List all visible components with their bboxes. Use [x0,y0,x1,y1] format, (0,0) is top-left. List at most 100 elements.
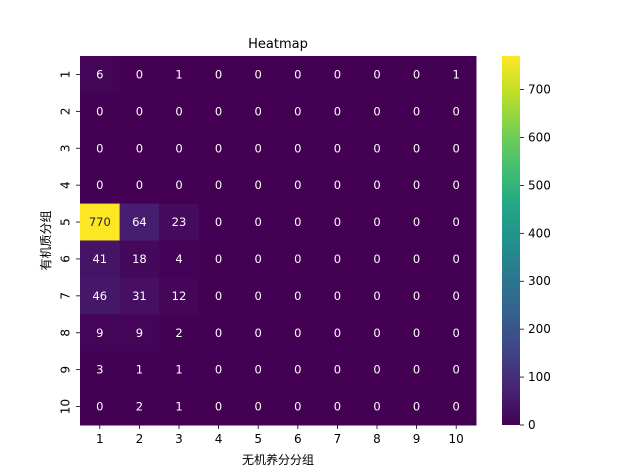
cell-value: 0 [294,289,301,303]
cell-value: 0 [334,141,341,155]
cell-value: 0 [334,400,341,414]
cell-value: 0 [413,178,420,192]
x-axis-label: 无机养分分组 [242,452,314,467]
heatmap-cell [80,388,121,426]
heatmap-cell [357,314,398,352]
heatmap-cell [238,129,279,168]
cell-value: 18 [132,252,147,266]
heatmap-cell [357,203,398,241]
colorbar-ticks: 0 100 200 300 400 500 600 700 [520,83,551,432]
heatmap-cell [278,277,319,315]
heatmap-cells [80,56,477,426]
heatmap-cell [119,92,160,131]
heatmap-cell [119,203,160,241]
cell-value: 0 [136,104,143,118]
cell-value: 12 [172,289,187,303]
heatmap-cell [436,129,477,168]
heatmap-cell [278,314,319,352]
heatmap-cell [357,277,398,315]
heatmap-cell [317,240,358,278]
colorbar-tick-label: 0 [528,418,536,432]
cell-value: 0 [373,178,380,192]
heatmap-cell [436,277,477,315]
cell-value: 0 [255,67,262,81]
cell-value: 0 [334,326,341,340]
heatmap-cell [80,203,121,241]
cell-value: 9 [96,326,103,340]
cell-value: 0 [215,104,222,118]
colorbar-tick-label: 600 [528,130,551,144]
heatmap-cell [396,351,437,389]
y-tick-label: 2 [59,108,73,116]
heatmap-cell [80,56,121,94]
cell-value: 9 [136,326,143,340]
heatmap-cell [119,166,160,205]
heatmap-cell [317,92,358,131]
cell-value: 0 [136,141,143,155]
cell-value: 0 [373,67,380,81]
heatmap-cell [396,56,437,94]
cell-value: 0 [175,104,182,118]
heatmap-cell [198,166,239,205]
cell-value: 4 [175,252,182,266]
cell-value: 0 [215,400,222,414]
cell-value: 0 [413,289,420,303]
heatmap-cell [80,166,121,205]
heatmap-cell [198,351,239,389]
y-tick-label: 1 [59,71,73,79]
cell-value: 0 [334,67,341,81]
cell-value: 0 [215,326,222,340]
colorbar-tick-label: 300 [528,274,551,288]
heatmap-cell [278,166,319,205]
cell-value: 1 [175,67,182,81]
colorbar-tick-label: 400 [528,226,551,240]
cell-value: 0 [334,363,341,377]
heatmap-cell [198,56,239,94]
y-axis-label: 有机质分组 [39,210,53,270]
cell-value: 31 [132,289,147,303]
heatmap-cell [159,166,200,205]
heatmap-cell [159,240,200,278]
heatmap-cell [159,277,200,315]
cell-value: 0 [334,178,341,192]
heatmap-cell [357,129,398,168]
cell-value: 0 [136,67,143,81]
x-tick-label: 7 [334,432,342,446]
y-axis-ticks: 1 2 3 4 5 6 7 8 9 10 [59,71,80,414]
y-tick-label: 8 [59,329,73,337]
cell-value: 0 [453,289,460,303]
cell-value: 0 [373,363,380,377]
cell-value: 0 [413,252,420,266]
x-tick-label: 9 [413,432,421,446]
chart-title: Heatmap [248,37,308,52]
y-tick-label: 5 [59,218,73,226]
x-axis-ticks: 1 2 3 4 5 6 7 8 9 10 [96,425,464,446]
heatmap-cell [119,388,160,426]
heatmap-cell [396,240,437,278]
heatmap-cell [278,388,319,426]
heatmap-cell [119,351,160,389]
heatmap-cell [436,92,477,131]
heatmap-cell [119,129,160,168]
heatmap-cell [278,203,319,241]
cell-value: 0 [215,289,222,303]
cell-value: 0 [453,326,460,340]
cell-value: 0 [294,178,301,192]
cell-value: 0 [255,141,262,155]
cell-value: 0 [373,104,380,118]
heatmap-cell [198,92,239,131]
heatmap-cell [159,129,200,168]
heatmap-cell [317,203,358,241]
heatmap-cell [357,166,398,205]
heatmap-cell [396,166,437,205]
cell-value: 0 [413,326,420,340]
heatmap-cell [119,240,160,278]
heatmap-cell [198,277,239,315]
colorbar-tick-label: 700 [528,83,551,97]
heatmap-cell [436,203,477,241]
heatmap-cell [278,92,319,131]
cell-value: 0 [453,178,460,192]
y-tick-label: 4 [59,181,73,189]
cell-value: 0 [373,400,380,414]
cell-value: 0 [215,252,222,266]
